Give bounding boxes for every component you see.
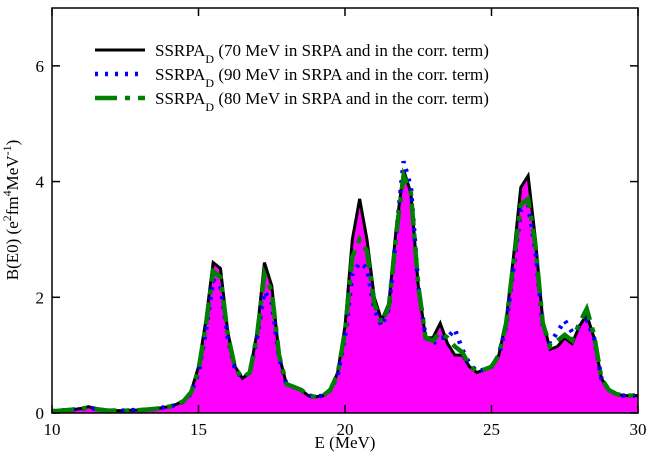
legend-label-part: D [205, 76, 214, 90]
legend-label: SSRPAD (70 MeV in SRPA and in the corr. … [155, 41, 489, 66]
legend-label-part: SSRPA [155, 41, 206, 60]
x-tick-label: 30 [630, 420, 647, 439]
x-tick-label: 10 [44, 420, 61, 439]
x-axis-label: E (MeV) [315, 433, 376, 452]
y-axis-label: B(E0) (e2fm4MeV-1) [0, 140, 22, 281]
legend-label-part: D [205, 100, 214, 114]
y-axis-label-part: -1 [0, 145, 14, 155]
legend-label-part: SSRPA [155, 65, 206, 84]
y-tick-label: 2 [36, 288, 45, 307]
y-axis-label-part: 2 [0, 215, 14, 221]
series-line [51, 167, 638, 414]
x-tick-label: 25 [483, 420, 500, 439]
x-tick-label: 20 [337, 420, 354, 439]
legend-label-part: (90 MeV in SRPA and in the corr. term) [214, 65, 489, 84]
y-tick-label: 6 [36, 57, 45, 76]
y-tick-label: 0 [36, 404, 45, 423]
legend-label-part: SSRPA [155, 89, 206, 108]
y-axis-label-part: fm [3, 196, 22, 215]
legend-label: SSRPAD (80 MeV in SRPA and in the corr. … [155, 89, 489, 114]
area-fill [52, 170, 638, 413]
legend-label: SSRPAD (90 MeV in SRPA and in the corr. … [155, 65, 489, 90]
legend-label-part: (70 MeV in SRPA and in the corr. term) [214, 41, 489, 60]
x-tick-label: 15 [190, 420, 207, 439]
legend-label-part: (80 MeV in SRPA and in the corr. term) [214, 89, 489, 108]
y-axis-label-part: 4 [0, 190, 14, 196]
y-axis-label-part: B(E0) (e [3, 221, 22, 280]
legend-label-part: D [205, 52, 214, 66]
y-tick-label: 4 [36, 173, 45, 192]
y-axis-label-part: ) [3, 140, 22, 146]
y-axis-label-part: MeV [3, 155, 22, 191]
